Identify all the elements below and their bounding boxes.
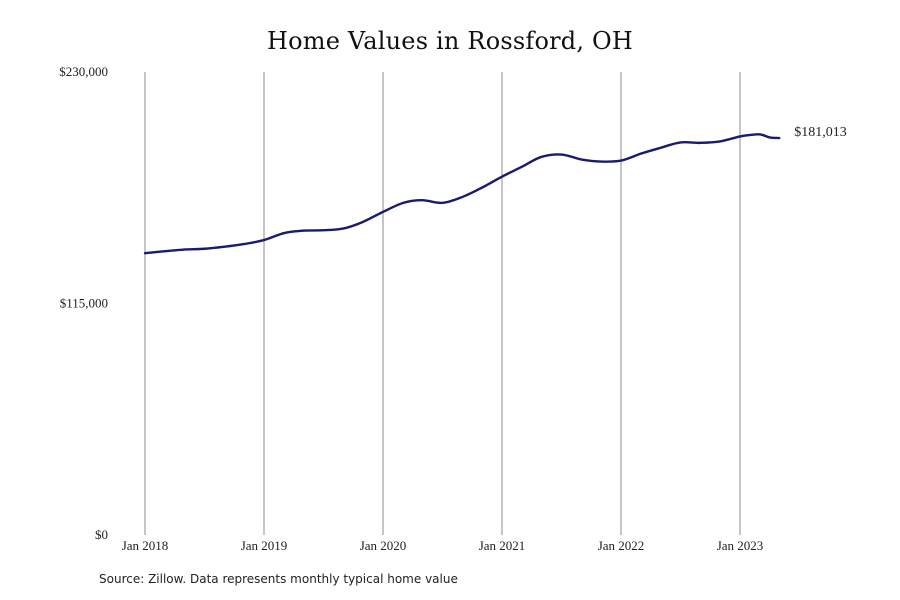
x-axis-labels: Jan 2018 Jan 2019 Jan 2020 Jan 2021 Jan 2022… (122, 538, 764, 553)
y-tick-label: $0 (95, 527, 108, 542)
gridlines (144, 72, 741, 535)
x-tick-label: Jan 2019 (241, 538, 288, 553)
end-value-label: $181,013 (794, 125, 847, 140)
x-tick-label: Jan 2018 (122, 538, 169, 553)
x-tick-label: Jan 2022 (598, 538, 645, 553)
x-tick-label: Jan 2021 (479, 538, 526, 553)
source-note: Source: Zillow. Data represents monthly … (99, 572, 458, 586)
x-tick-label: Jan 2020 (360, 538, 407, 553)
chart-title: Home Values in Rossford, OH (266, 27, 634, 55)
x-tick-label: Jan 2023 (717, 538, 764, 553)
y-tick-label: $230,000 (59, 64, 108, 79)
y-tick-label: $115,000 (60, 296, 108, 311)
series-line (143, 133, 781, 255)
y-axis-labels: $0 $115,000 $230,000 (59, 64, 108, 542)
